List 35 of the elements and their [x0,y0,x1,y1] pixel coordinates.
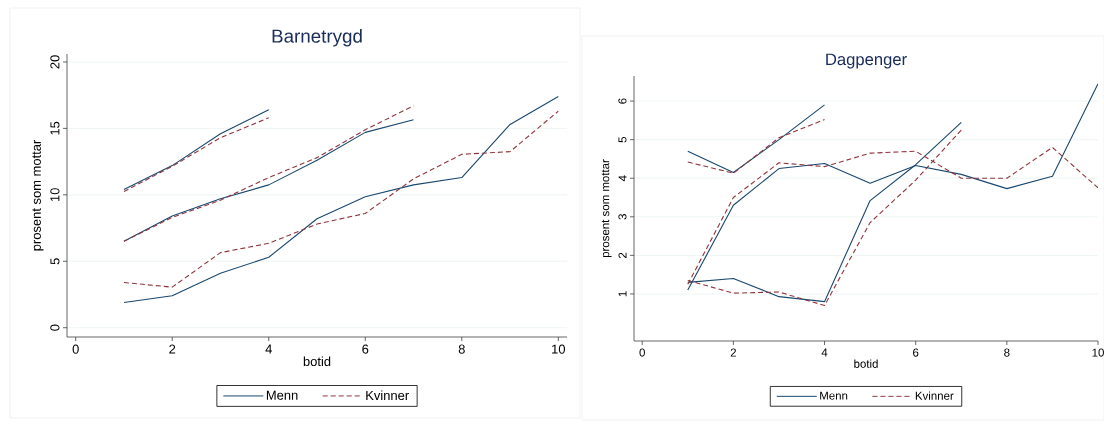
x-tick-label: 10 [552,344,566,354]
y-tick-label: 0 [50,324,60,331]
legend-label: Menn [266,390,298,400]
x-tick-label: 2 [169,344,176,354]
legend-label: Kvinner [915,391,954,400]
y-tick-label: 1 [618,291,627,297]
x-tick-label: 8 [1004,348,1010,357]
x-tick-label: 10 [1092,348,1104,357]
chart-title: Barnetrygd [272,29,362,47]
x-axis-title: botid [854,359,878,368]
y-tick-label: 15 [50,121,60,135]
x-tick-label: 2 [730,348,736,357]
y-tick-label: 10 [50,188,60,202]
x-tick-label: 6 [913,348,919,357]
y-tick-label: 20 [50,55,60,69]
y-tick-label: 3 [618,214,627,220]
legend-label: Kvinner [366,390,409,401]
x-tick-label: 4 [265,344,272,354]
y-tick-label: 5 [618,136,627,143]
y-tick-label: 6 [618,98,627,104]
y-tick-label: 2 [618,252,627,258]
line-series [687,119,826,174]
x-tick-label: 0 [639,348,645,357]
x-axis-title: botid [303,356,331,367]
x-tick-label: 8 [458,344,465,354]
y-tick-label: 5 [50,258,60,265]
y-tick-label: 4 [618,175,627,182]
x-tick-label: 0 [72,344,79,354]
line-series [687,104,826,173]
y-axis-title: prosent som mottar [32,139,44,251]
y-axis-title: prosent som mottar [601,159,612,258]
legend-label: Menn [820,391,848,400]
chart-title: Dagpenger [826,53,907,69]
x-tick-label: 4 [821,348,828,357]
x-tick-label: 6 [362,344,369,354]
